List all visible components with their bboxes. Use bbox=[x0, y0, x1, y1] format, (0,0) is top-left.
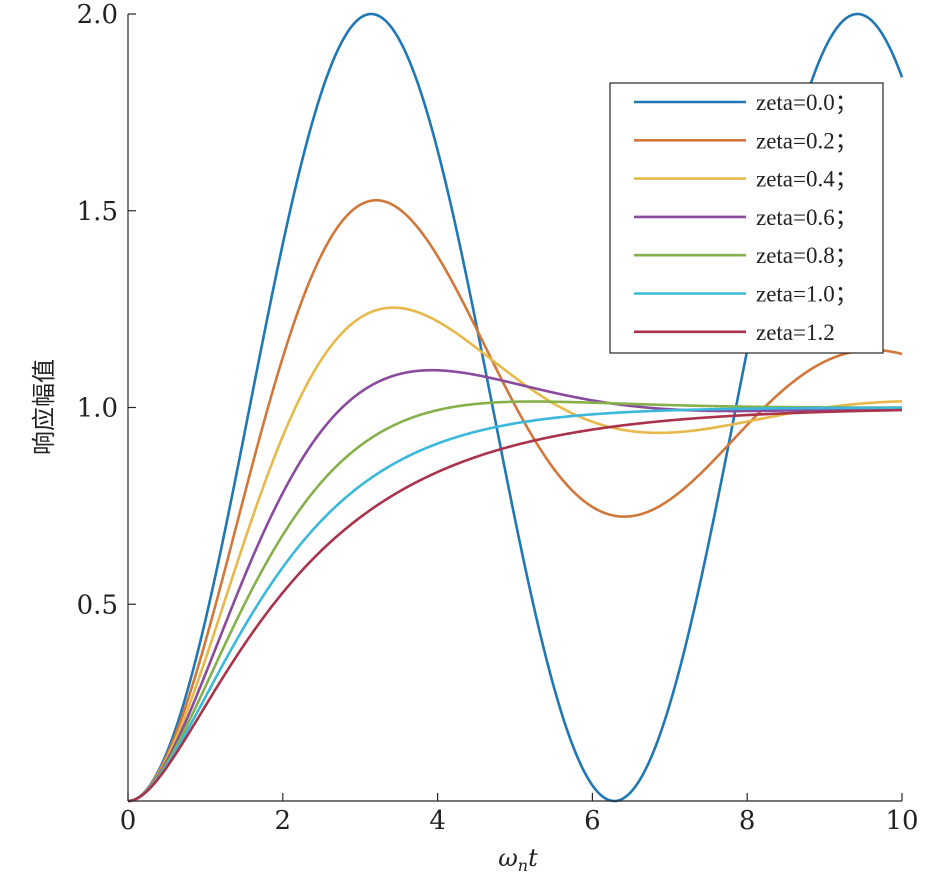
series-line-4 bbox=[127, 400, 903, 803]
legend-label-1: zeta=0.2； bbox=[756, 128, 858, 153]
series-line-2 bbox=[127, 306, 903, 803]
legend-label-0: zeta=0.0； bbox=[756, 90, 858, 115]
x-axis-label: ωnt bbox=[498, 844, 538, 874]
y-tick-label-3: 2.0 bbox=[77, 0, 118, 30]
legend: zeta=0.0； zeta=0.2； zeta=0.4； zeta=0.6； zeta… bbox=[609, 82, 884, 354]
y-tick-label-2: 1.5 bbox=[77, 197, 118, 227]
tick-labels: 0 2 4 6 8 10 0.5 1.0 1.5 2.0 bbox=[77, 0, 919, 836]
x-axis-label-main: ω bbox=[498, 844, 518, 872]
legend-label-6: zeta=1.2 bbox=[756, 320, 835, 345]
axes bbox=[127, 13, 903, 802]
x-tick-label-3: 6 bbox=[584, 806, 601, 836]
x-axis-label-tail: t bbox=[528, 844, 538, 872]
series-line-6 bbox=[127, 408, 903, 803]
x-axis-label-sub: n bbox=[518, 856, 528, 874]
y-tick-label-0: 0.5 bbox=[77, 590, 118, 620]
series-line-5 bbox=[127, 406, 903, 803]
legend-label-5: zeta=1.0； bbox=[756, 282, 858, 307]
legend-label-4: zeta=0.8； bbox=[756, 243, 858, 268]
x-tick-label-1: 2 bbox=[275, 806, 292, 836]
x-tick-label-4: 8 bbox=[739, 806, 756, 836]
x-tick-label-0: 0 bbox=[120, 806, 137, 836]
legend-label-3: zeta=0.6； bbox=[756, 205, 858, 230]
x-tick-label-5: 10 bbox=[885, 806, 918, 836]
y-axis-label: 响应幅值 bbox=[30, 359, 58, 455]
y-tick-label-1: 1.0 bbox=[77, 394, 118, 424]
legend-label-2: zeta=0.4； bbox=[756, 167, 858, 192]
series-line-1 bbox=[127, 198, 903, 803]
x-tick-label-2: 4 bbox=[429, 806, 446, 836]
series-line-3 bbox=[127, 368, 903, 803]
